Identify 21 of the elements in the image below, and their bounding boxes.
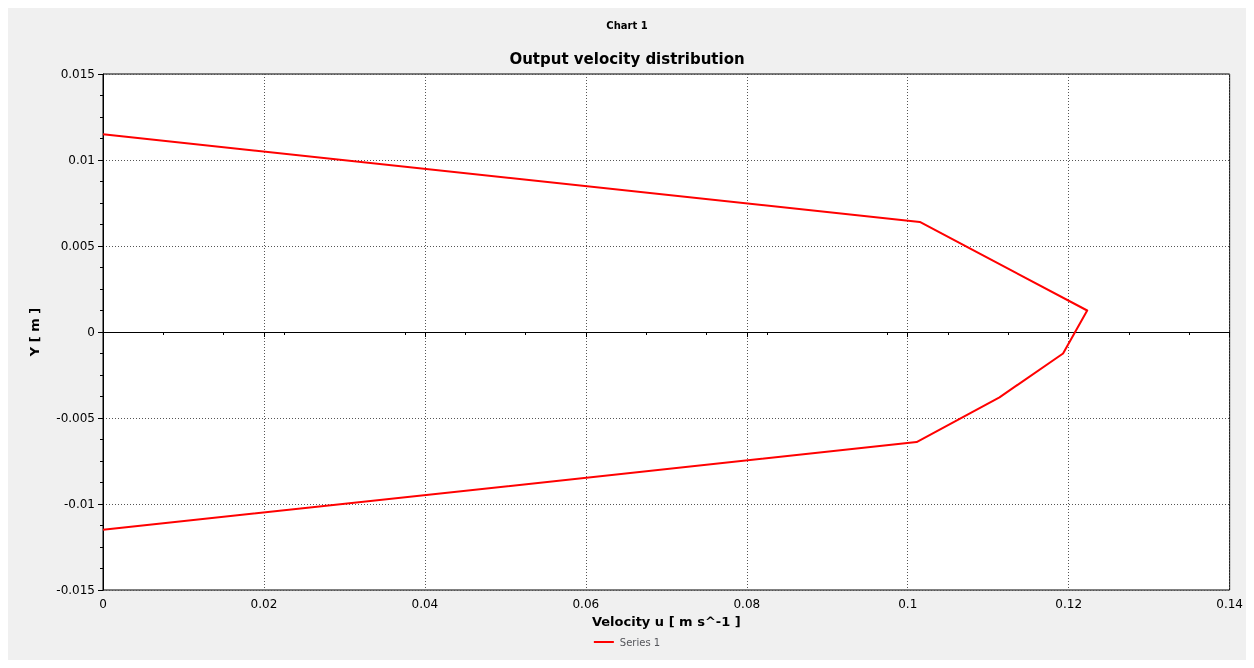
- x-tick-label: 0.08: [733, 597, 761, 611]
- x-tick-label: 0.1: [898, 597, 918, 611]
- y-tick-label: -0.01: [63, 497, 95, 511]
- y-tick-label: 0.015: [60, 67, 95, 81]
- caption: Chart 1: [606, 19, 648, 31]
- x-tick-label: 0.02: [250, 597, 278, 611]
- chart-title: Output velocity distribution: [509, 49, 745, 68]
- y-tick-label: 0.005: [60, 239, 95, 253]
- x-tick-label: 0.04: [411, 597, 439, 611]
- y-axis-title: Y [ m ]: [27, 307, 42, 358]
- x-tick-label: 0.12: [1055, 597, 1083, 611]
- y-tick-label: -0.015: [56, 583, 95, 597]
- x-tick-label: 0.14: [1216, 597, 1243, 611]
- x-axis-title: Velocity u [ m s^-1 ]: [591, 613, 741, 629]
- y-tick-label: -0.005: [56, 411, 95, 425]
- x-tick-label: 0: [99, 597, 107, 611]
- x-tick-label: 0.06: [572, 597, 600, 611]
- line-series: [102, 133, 1089, 531]
- y-tick-label: 0: [87, 325, 95, 339]
- legend-label: Series 1: [619, 636, 661, 648]
- y-tick-label: 0.01: [68, 153, 95, 167]
